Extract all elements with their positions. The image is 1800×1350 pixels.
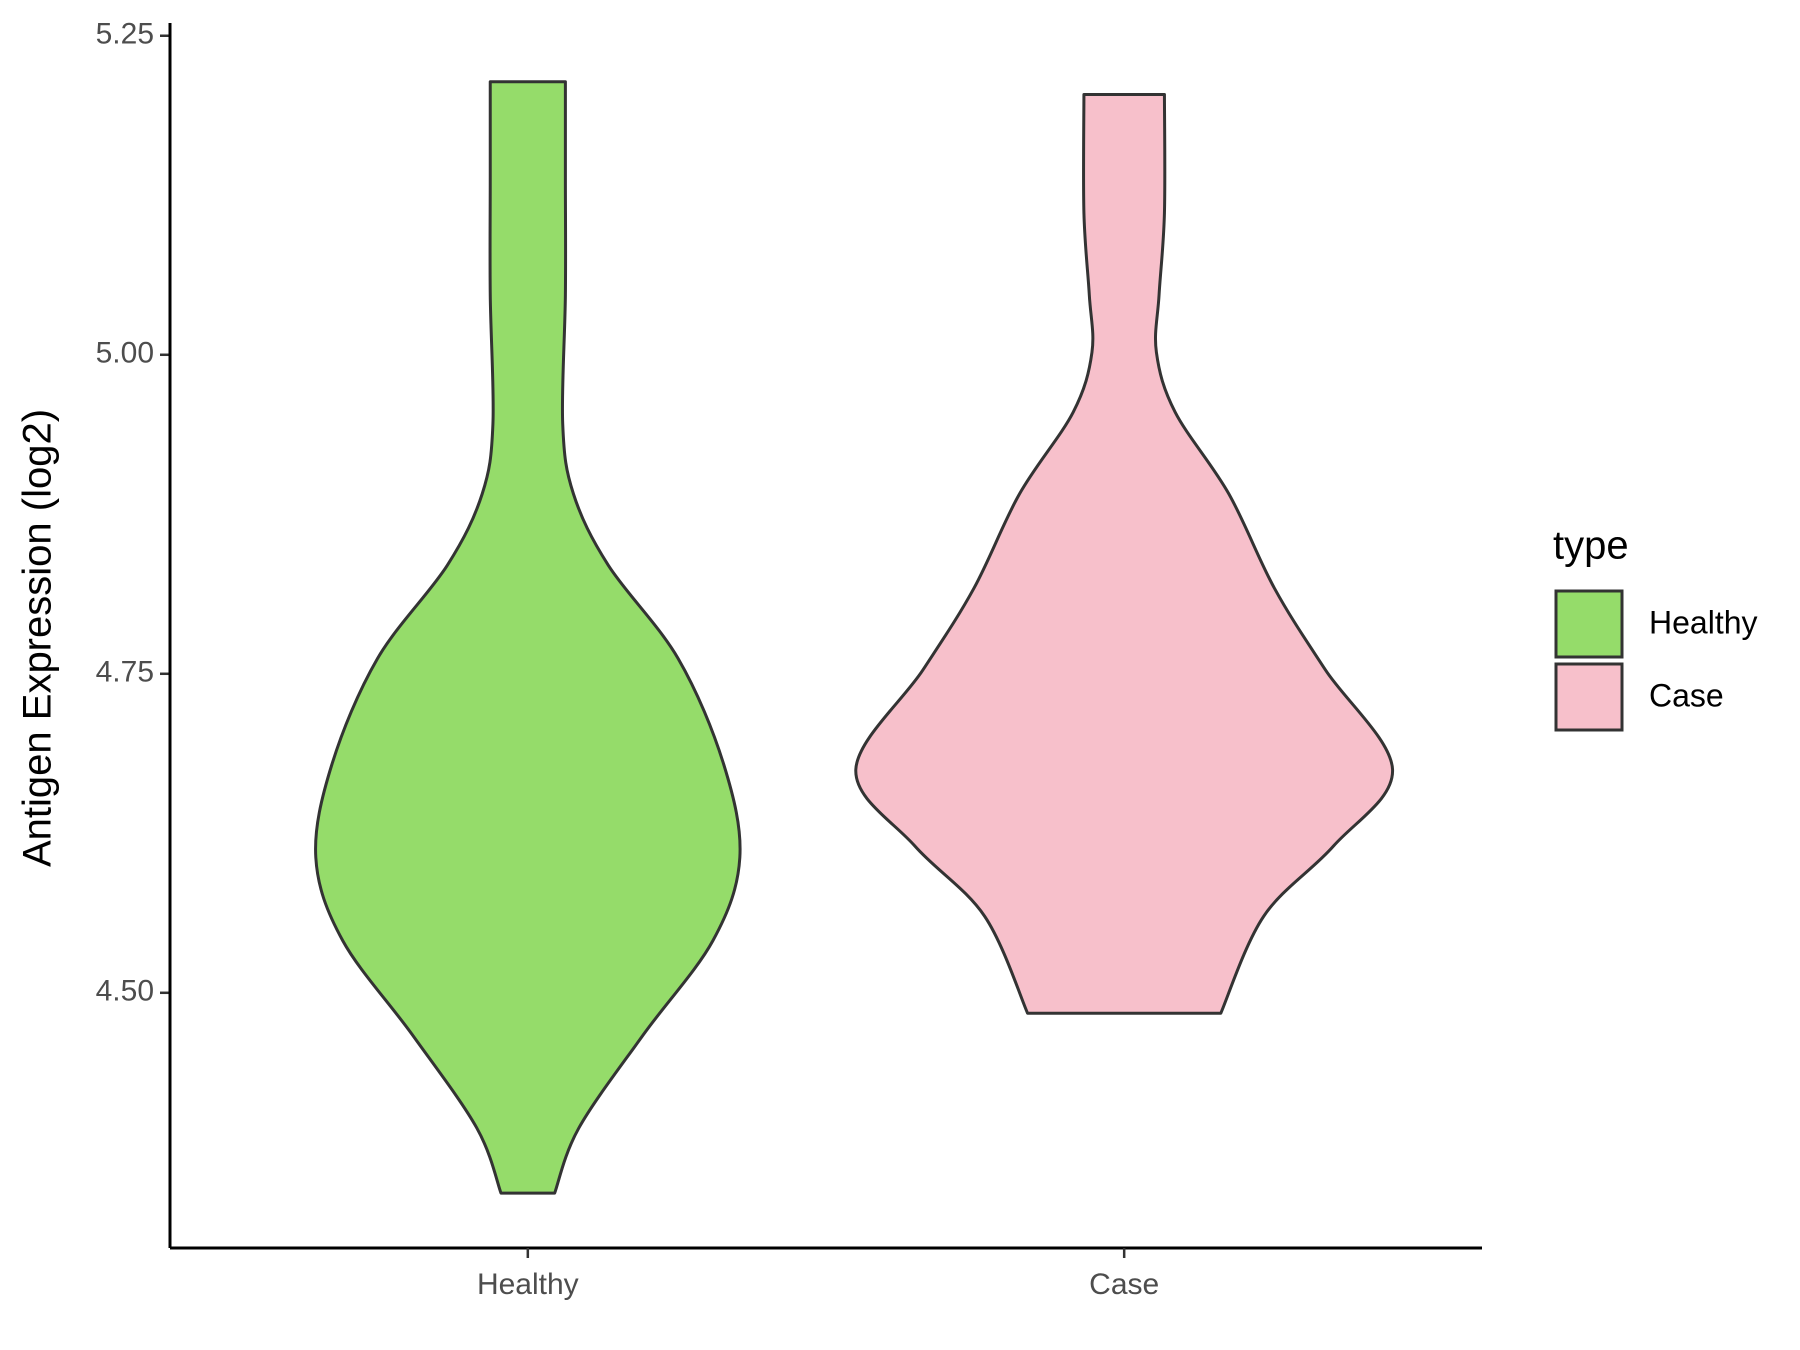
y-tick-label: 4.75 — [96, 656, 154, 689]
x-tick-label: Case — [1089, 1268, 1159, 1301]
legend-key — [1554, 589, 1624, 659]
legend-key — [1554, 662, 1624, 732]
legend-label: Case — [1649, 677, 1724, 713]
violin — [854, 92, 1395, 1015]
y-axis-title: Antigen Expression (log2) — [16, 409, 60, 867]
x-tick-label: Healthy — [477, 1268, 579, 1301]
y-tick-label: 5.00 — [96, 337, 154, 370]
legend-label: Healthy — [1649, 604, 1758, 640]
legend-title: type — [1553, 524, 1629, 568]
violin — [314, 80, 742, 1195]
y-tick-label: 5.25 — [96, 18, 154, 51]
y-tick-label: 4.50 — [96, 975, 154, 1008]
